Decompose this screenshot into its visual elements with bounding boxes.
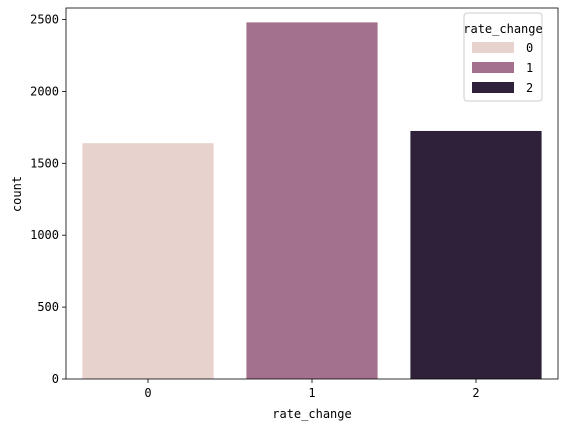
y-tick-label-2000: 2000 [30, 84, 59, 98]
legend-box [463, 12, 543, 102]
y-axis-ticks: 0 500 1000 1500 2000 2500 [30, 13, 66, 386]
legend: rate_change 0 1 2 [463, 12, 543, 102]
y-tick-label-2500: 2500 [30, 13, 59, 27]
x-tick-label-2: 2 [472, 386, 479, 400]
x-axis-ticks: 0 1 2 [144, 379, 480, 400]
x-tick-label-0: 0 [144, 386, 151, 400]
bars-group [82, 22, 542, 379]
y-axis-title: count [10, 176, 24, 212]
y-tick-label-0: 0 [52, 372, 59, 386]
legend-label-0: 0 [526, 41, 533, 55]
bar-1 [246, 22, 378, 379]
x-axis-title: rate_change [272, 407, 351, 421]
legend-entries: 0 1 2 [472, 41, 533, 95]
bar-0 [82, 143, 214, 379]
plot-frame [65, 7, 559, 380]
legend-label-2: 2 [526, 81, 533, 95]
legend-swatch-0 [472, 42, 514, 53]
legend-label-1: 1 [526, 61, 533, 75]
legend-swatch-2 [472, 82, 514, 93]
legend-swatch-1 [472, 62, 514, 73]
legend-title: rate_change [463, 22, 542, 36]
bar-2 [410, 130, 542, 379]
x-tick-label-1: 1 [308, 386, 315, 400]
y-tick-label-1000: 1000 [30, 228, 59, 242]
y-tick-label-500: 500 [37, 300, 59, 314]
y-tick-label-1500: 1500 [30, 156, 59, 170]
